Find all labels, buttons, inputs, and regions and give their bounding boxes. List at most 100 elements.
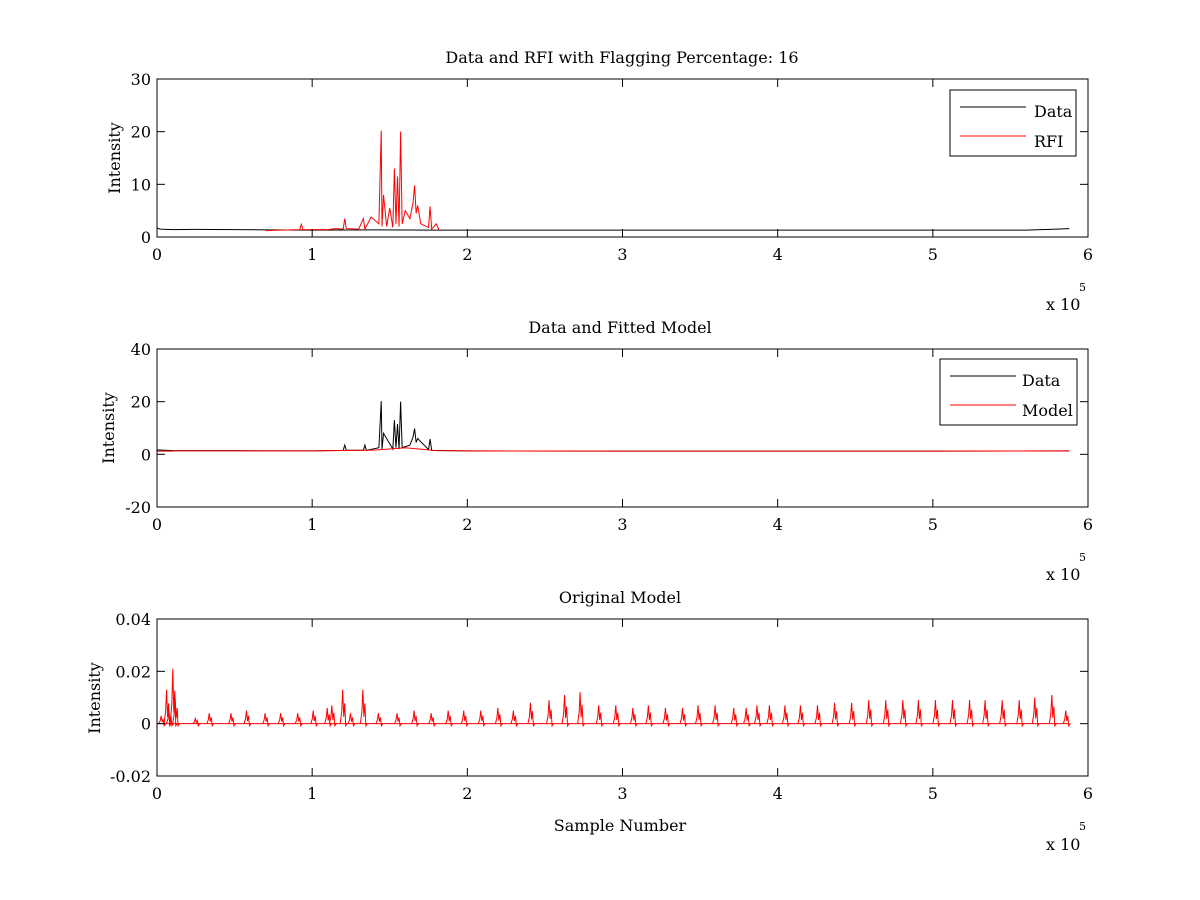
- x-tick-label: 2: [462, 245, 472, 264]
- model-series-spike: [949, 700, 958, 728]
- x-multiplier-label: x 10: [1046, 835, 1080, 854]
- x-tick-label: 6: [1083, 784, 1093, 803]
- model-series-spike: [243, 710, 252, 728]
- x-tick-label: 3: [617, 515, 627, 534]
- model-series-spike: [561, 694, 570, 728]
- model-series-spike: [411, 710, 419, 728]
- x-multiplier-exponent: 5: [1079, 820, 1086, 833]
- model-series-spike: [899, 700, 908, 728]
- x-tick-label: 3: [617, 245, 627, 264]
- model-series-spike: [629, 707, 638, 728]
- subplot-2-legend: Data Model: [939, 358, 1078, 426]
- y-tick-label: 0: [141, 715, 151, 734]
- model-series-spike: [743, 707, 752, 728]
- model-series-spike: [695, 705, 703, 728]
- model-series-spike: [781, 705, 790, 728]
- model-series-spike: [1062, 710, 1071, 728]
- model-series-spike: [359, 689, 368, 728]
- model-series-spike: [1031, 697, 1040, 728]
- subplot-3-xlabel: Sample Number: [554, 816, 687, 835]
- subplot-3-title: Original Model: [559, 588, 681, 607]
- model-series-spike: [494, 707, 503, 728]
- model-series-spike: [445, 710, 454, 728]
- model-series-spike: [294, 713, 303, 728]
- y-tick-label: 40: [131, 340, 151, 359]
- subplot-2-multiplier: x 10 5: [1046, 551, 1086, 584]
- legend-data-label: Data: [1034, 102, 1073, 121]
- model-series-spike: [730, 707, 739, 728]
- data-series-line: [156, 227, 1070, 231]
- model-series-spike: [510, 710, 519, 728]
- x-tick-label: 1: [307, 784, 317, 803]
- model-series-spike: [172, 697, 181, 728]
- x-tick-label: 2: [462, 784, 472, 803]
- y-tick-label: 20: [131, 393, 151, 412]
- model-series-spike: [324, 707, 333, 728]
- model-series-spike: [394, 713, 402, 728]
- model-series-spike: [328, 705, 337, 728]
- model-series-spike: [477, 710, 486, 728]
- legend-box: [939, 358, 1078, 426]
- x-tick-label: 6: [1083, 245, 1093, 264]
- model-series-spike: [347, 713, 356, 728]
- y-tick-label: 0: [141, 445, 151, 464]
- data-series-line: [156, 401, 1070, 452]
- model-series-spike: [645, 705, 654, 728]
- model-series-spike: [310, 710, 319, 728]
- x-tick-label: 1: [307, 245, 317, 264]
- subplot-3-ylabel: Intensity: [85, 662, 104, 734]
- model-series-spike: [712, 705, 721, 728]
- subplot-1-legend: Data RFI: [949, 89, 1077, 157]
- subplot-3-multiplier: x 10 5: [1046, 820, 1086, 854]
- legend-model-label: Model: [1022, 401, 1073, 420]
- model-series-spike: [375, 713, 384, 728]
- y-tick-label: -20: [125, 498, 151, 517]
- y-tick-label: 0.04: [115, 610, 151, 629]
- model-series-spike: [158, 715, 167, 728]
- x-tick-label: 6: [1083, 515, 1093, 534]
- x-tick-label: 5: [928, 245, 938, 264]
- model-series-spike: [1016, 700, 1025, 728]
- model-series-spike: [679, 707, 688, 728]
- model-series-spike: [277, 713, 286, 728]
- model-series-spike: [206, 713, 215, 728]
- model-series-spike: [982, 700, 990, 728]
- model-series-spike: [662, 707, 671, 728]
- subplot-1-title: Data and RFI with Flagging Percentage: 1…: [445, 48, 798, 67]
- model-series-spike: [1048, 694, 1057, 728]
- subplot-1: Data and RFI with Flagging Percentage: 1…: [105, 48, 1093, 314]
- subplot-1-multiplier: x 10 5: [1046, 281, 1086, 314]
- model-series-spike: [612, 705, 621, 728]
- subplot-2-ylabel: Intensity: [99, 392, 118, 464]
- subplot-3: Original Model Intensity 0 1 2 3 4 5 6-0.0200.…: [85, 588, 1093, 854]
- x-tick-label: 5: [928, 515, 938, 534]
- model-series-spike: [797, 705, 806, 728]
- model-series-spike: [428, 713, 437, 728]
- subplot-2: Data and Fitted Model Intensity 0 1 2 3 4 5 6 -…: [99, 318, 1093, 584]
- y-tick-label: 20: [131, 123, 151, 142]
- model-series-spike: [339, 689, 348, 728]
- x-tick-label: 5: [928, 784, 938, 803]
- y-tick-label: 0: [141, 228, 151, 247]
- x-tick-label: 2: [462, 515, 472, 534]
- y-tick-label: 30: [131, 70, 151, 89]
- y-tick-label: 10: [131, 175, 151, 194]
- x-tick-label: 1: [307, 515, 317, 534]
- subplot-1-ylabel: Intensity: [105, 122, 124, 194]
- x-multiplier-exponent: 5: [1079, 281, 1086, 294]
- x-multiplier-label: x 10: [1046, 295, 1080, 314]
- model-series-spike: [546, 700, 554, 728]
- x-tick-label: 0: [152, 245, 162, 264]
- model-series-spike: [814, 705, 823, 728]
- y-tick-label: 0.02: [115, 662, 151, 681]
- rfi-series-line: [265, 130, 440, 232]
- model-series-spike: [999, 700, 1008, 728]
- model-series-line: [157, 447, 1070, 452]
- model-series-spike: [228, 713, 236, 728]
- model-series-spike: [577, 692, 586, 728]
- model-series-spike: [766, 705, 775, 728]
- x-tick-label: 4: [773, 784, 783, 803]
- model-series-spike: [848, 702, 857, 728]
